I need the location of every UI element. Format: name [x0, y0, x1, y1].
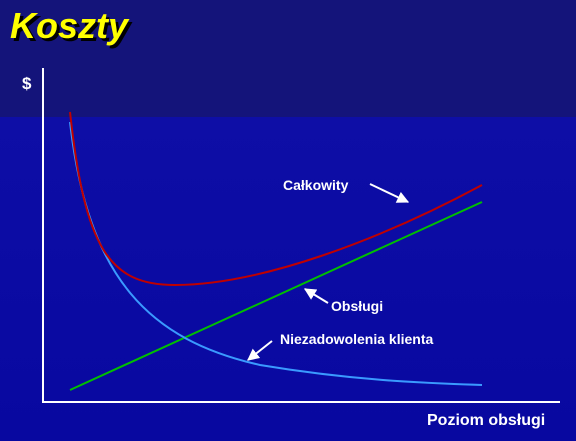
- curve-label: Niezadowolenia klienta: [280, 331, 433, 347]
- arrow: [369, 183, 410, 203]
- curve-label: Obsługi: [331, 298, 383, 314]
- y-axis-label: $: [22, 74, 32, 93]
- service-cost-line: [69, 201, 483, 391]
- title-shadow: Koszty: [13, 8, 133, 49]
- arrow: [303, 288, 329, 304]
- x-axis-label: Poziom obsługi: [427, 412, 545, 429]
- arrow: [247, 340, 273, 361]
- total-cost-curve: [69, 111, 483, 287]
- curve-label: Całkowity: [283, 177, 349, 193]
- title: Koszty: [10, 5, 130, 46]
- header-band: [0, 0, 576, 117]
